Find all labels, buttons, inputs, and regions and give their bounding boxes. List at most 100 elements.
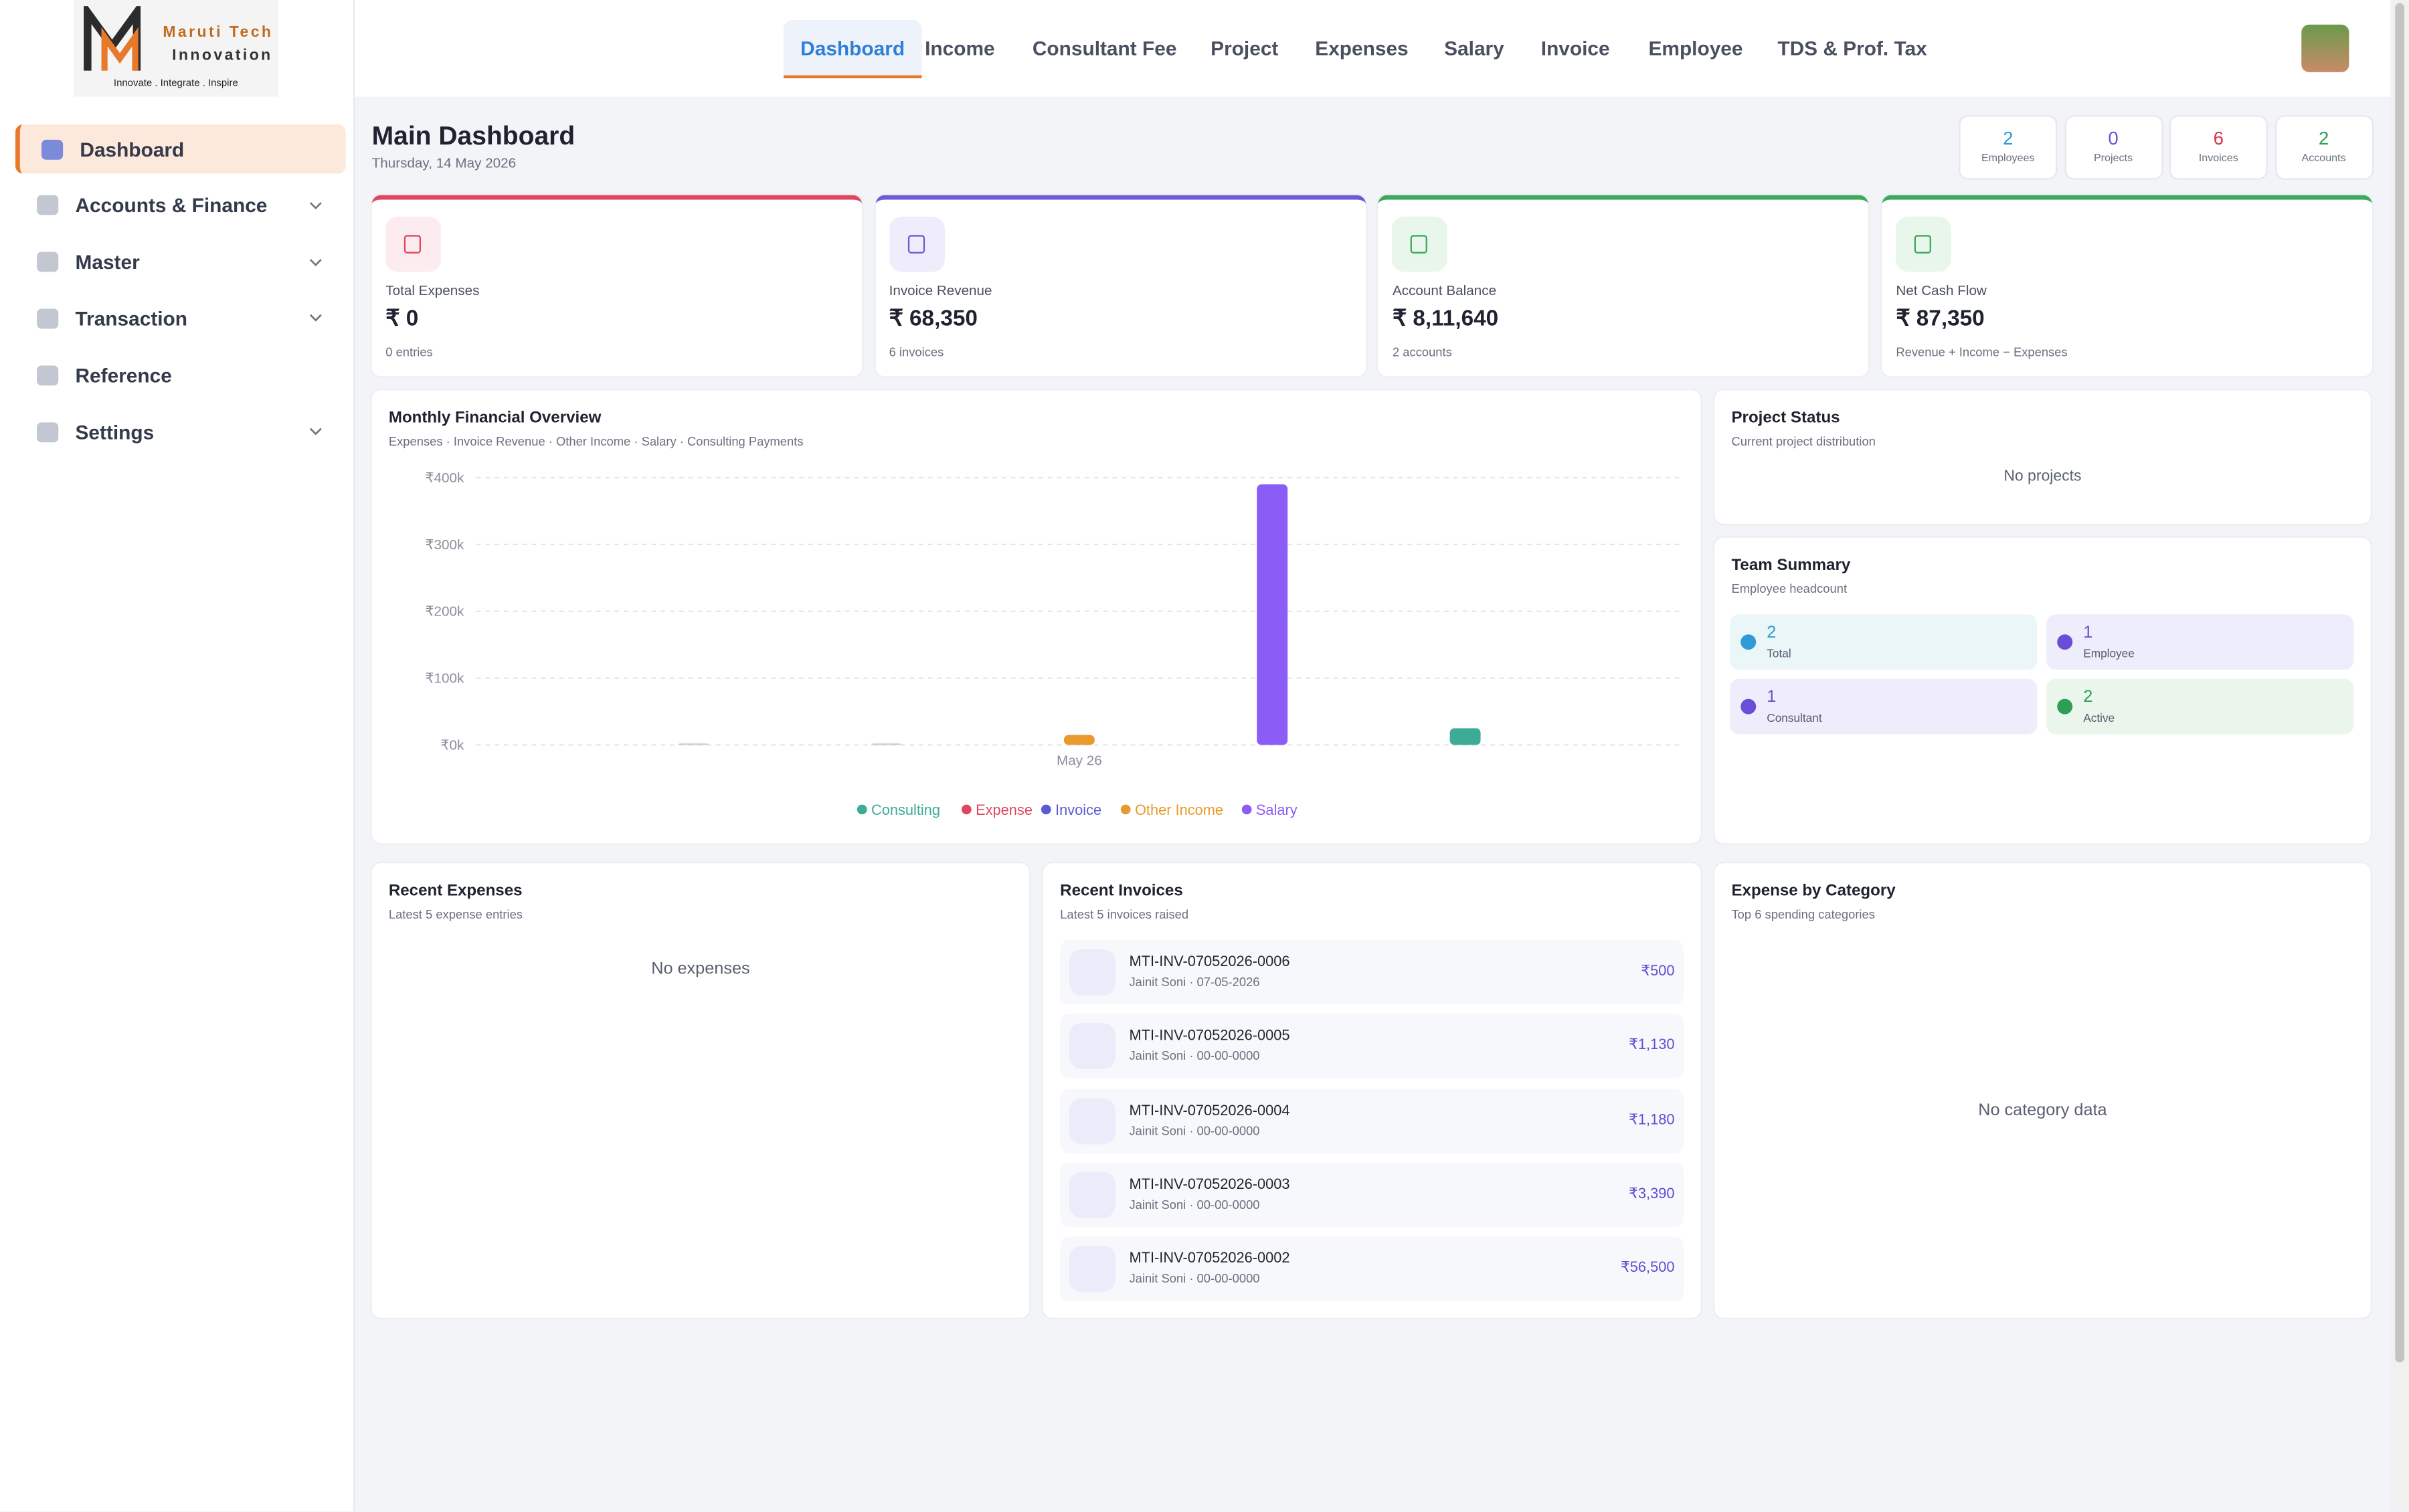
sidebar-icon [37, 308, 59, 329]
page-date: Thursday, 14 May 2026 [371, 155, 517, 171]
sidebar-item[interactable]: Transaction [15, 294, 341, 343]
logo-mark [84, 6, 141, 71]
panel-title: Recent Invoices [1060, 881, 1183, 901]
logo: Maruti Tech Innovation Innovate . Integr… [74, 0, 278, 97]
legend-label: Salary [1256, 801, 1298, 818]
empty-state: No projects [2003, 468, 2082, 486]
scrollbar[interactable] [2390, 0, 2409, 1512]
y-tick-label: ₹200k [425, 604, 464, 620]
sidebar-item[interactable]: Accounts & Finance [15, 181, 341, 229]
team-label: Employee [2083, 646, 2135, 661]
kpi-value: ₹ 0 [385, 307, 419, 332]
kpi-note: 0 entries [385, 345, 433, 360]
invoice-number: MTI-INV-07052026-0004 [1129, 1102, 1290, 1119]
sidebar-icon [37, 252, 59, 272]
stat-value: 2 [2003, 127, 2014, 149]
team-icon [1741, 698, 1757, 715]
invoice-number: MTI-INV-07052026-0005 [1129, 1028, 1290, 1045]
kpi-icon [1896, 216, 1952, 272]
empty-state: No expenses [651, 959, 750, 979]
panel-title: Project Status [1731, 408, 1840, 428]
page-title: Main Dashboard [371, 121, 575, 151]
bar [678, 743, 709, 745]
sidebar-item[interactable]: Reference [15, 351, 341, 399]
team-label: Consultant [1767, 711, 1822, 725]
invoice-meta: Jainit Soni · 07-05-2026 [1129, 975, 1260, 989]
kpi-icon-glyph [1411, 235, 1428, 254]
nav-item[interactable]: Invoice [1540, 35, 1610, 60]
sidebar-label: Dashboard [80, 137, 185, 161]
legend-swatch [962, 804, 972, 815]
nav-item[interactable]: Salary [1444, 35, 1504, 60]
legend-swatch [1041, 804, 1051, 815]
top-nav: Dashboard Income Consultant Fee Project Expe… [355, 0, 2409, 97]
team-tile: 1 Consultant [1730, 678, 2038, 735]
team-label: Active [2083, 711, 2115, 725]
kpi-note: 6 invoices [889, 345, 944, 360]
kpi-note: 2 accounts [1392, 345, 1452, 360]
kpi-card: Net Cash Flow ₹ 87,350 Revenue + Income − … [1882, 195, 2373, 377]
panel-subtitle: Employee headcount [1731, 582, 1848, 596]
kpi-icon-glyph [1914, 235, 1932, 254]
invoice-amount: ₹500 [1641, 963, 1675, 980]
kpi-card: Account Balance ₹ 8,11,640 2 accounts [1378, 195, 1869, 377]
sidebar-item[interactable]: Master [15, 238, 341, 286]
nav-item[interactable]: Expenses [1315, 35, 1409, 60]
sidebar-icon [37, 365, 59, 385]
nav-item[interactable]: Employee [1648, 35, 1743, 60]
invoice-row[interactable]: MTI-INV-07052026-0005 Jainit Soni · 00-00… [1060, 1014, 1684, 1079]
stat-chip: 0 Projects [2065, 116, 2161, 179]
invoice-row[interactable]: MTI-INV-07052026-0003 Jainit Soni · 00-00… [1060, 1162, 1684, 1228]
sidebar-item[interactable]: Dashboard [15, 124, 346, 174]
nav-item[interactable]: Income [925, 35, 995, 60]
logo-tagline: Innovate . Integrate . Inspire [113, 78, 238, 90]
nav-item[interactable]: TDS & Prof. Tax [1777, 35, 1927, 60]
sidebar-label: Transaction [75, 306, 188, 330]
sidebar-label: Accounts & Finance [75, 193, 268, 217]
avatar[interactable] [2301, 24, 2349, 72]
kpi-value: ₹ 68,350 [889, 307, 978, 332]
y-tick-label: ₹400k [425, 470, 464, 486]
nav-item[interactable]: Project [1211, 35, 1279, 60]
legend-label: Other Income [1135, 801, 1223, 818]
invoice-icon [1069, 949, 1116, 996]
invoice-row[interactable]: MTI-INV-07052026-0002 Jainit Soni · 00-00… [1060, 1236, 1684, 1302]
logo-line2: Innovation [172, 48, 273, 65]
empty-state: No category data [1978, 1101, 2107, 1120]
invoice-meta: Jainit Soni · 00-00-0000 [1129, 1123, 1260, 1138]
panel-title: Team Summary [1731, 556, 1851, 575]
stat-chip: 6 Invoices [2171, 116, 2266, 179]
bar [1063, 735, 1095, 745]
sidebar-label: Master [75, 250, 140, 274]
team-tile: 1 Employee [2046, 614, 2354, 670]
kpi-icon-glyph [404, 235, 422, 254]
stat-value: 2 [2318, 127, 2329, 149]
chevron [309, 258, 322, 266]
invoice-amount: ₹1,130 [1629, 1037, 1675, 1054]
panel-title: Recent Expenses [388, 881, 523, 901]
panel-subtitle: Current project distribution [1731, 434, 1876, 449]
x-tick-label: May 26 [1057, 753, 1102, 768]
invoice-row[interactable]: MTI-INV-07052026-0004 Jainit Soni · 00-00… [1060, 1088, 1684, 1153]
nav-item[interactable]: Consultant Fee [1032, 35, 1177, 60]
chart: ₹0k ₹100k ₹200k ₹300k ₹400k May 26 Consulting E… [425, 470, 1683, 818]
invoice-meta: Jainit Soni · 00-00-0000 [1129, 1272, 1260, 1287]
kpi-label: Invoice Revenue [889, 282, 992, 298]
logo-line1: Maruti Tech [163, 24, 274, 41]
nav-item[interactable]: Dashboard [783, 19, 922, 79]
invoice-meta: Jainit Soni · 00-00-0000 [1129, 1049, 1260, 1064]
team-icon [1741, 634, 1757, 650]
invoice-row[interactable]: MTI-INV-07052026-0006 Jainit Soni · 07-05… [1060, 940, 1684, 1005]
expense-category-panel: Expense by Category Top 6 spending categ… [1714, 863, 2371, 1318]
team-summary-panel: Team Summary Employee headcount 2 Total 1 E… [1714, 537, 2371, 844]
legend-swatch [857, 804, 867, 815]
sidebar-item[interactable]: Settings [15, 407, 341, 456]
stat-value: 6 [2213, 127, 2224, 149]
bar [1257, 484, 1288, 745]
kpi-icon [385, 216, 441, 272]
kpi-label: Account Balance [1392, 282, 1497, 298]
invoice-icon [1069, 1246, 1116, 1293]
stat-value: 0 [2108, 127, 2119, 149]
